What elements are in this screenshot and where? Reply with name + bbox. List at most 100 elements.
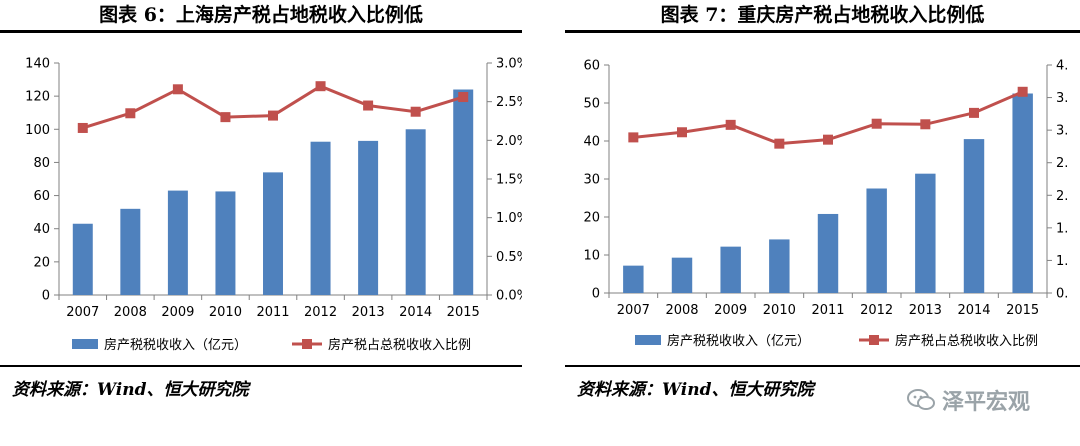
x-axis-tick-label: 2012	[860, 303, 893, 318]
x-axis-tick-label: 2015	[447, 305, 480, 320]
bar	[263, 172, 283, 295]
left-axis-tick-label: 30	[583, 173, 600, 188]
bar	[817, 213, 839, 293]
bar	[167, 190, 188, 295]
ratio-line	[82, 84, 464, 130]
legend-bar-label: 房产税税收收入（亿元）	[667, 333, 810, 349]
line-marker	[125, 108, 136, 119]
right-axis-tick-label: 2.	[1056, 156, 1068, 171]
line-marker	[677, 127, 687, 138]
x-axis-tick-label: 2007	[617, 303, 650, 318]
legend-line-marker	[302, 339, 312, 349]
right-axis-tick-label: 2.	[1056, 189, 1068, 204]
source-note: 资料来源：Wind、恒大研究院	[12, 380, 249, 400]
bar	[405, 129, 426, 295]
x-axis-tick-label: 2010	[209, 305, 242, 320]
source-note: 资料来源：Wind、恒大研究院	[577, 380, 814, 400]
right-axis-tick-label: 1.5%	[496, 173, 522, 188]
chart-panel-shanghai: 图表 6：上海房产税占地税收入比例低 0 20 40 60 80 100 120 140 0.0…	[0, 0, 529, 400]
watermark-text: 泽平宏观	[942, 390, 1031, 415]
x-axis-tick-label: 2011	[256, 305, 289, 320]
left-axis-tick-label: 60	[33, 189, 50, 204]
chart-title: 图表 6：上海房产税占地税收入比例低	[99, 4, 423, 26]
x-axis-tick-label: 2008	[665, 303, 698, 318]
line-marker	[172, 84, 183, 95]
line-marker	[774, 138, 785, 149]
left-axis-tick-label: 20	[33, 255, 50, 270]
right-axis-tick-label: 1.0%	[496, 211, 522, 226]
right-axis-tick-label: 3.0%	[496, 57, 522, 72]
bar	[720, 246, 741, 293]
source-rule	[565, 365, 1080, 367]
bar	[215, 191, 236, 295]
bar	[358, 140, 379, 295]
x-axis-tick-label: 2009	[161, 305, 194, 320]
right-axis-tick-label: 3.	[1056, 91, 1068, 106]
left-axis-tick-label: 100	[25, 123, 50, 138]
left-axis-tick-label: 140	[25, 57, 50, 72]
right-axis-tick-label: 0.0%	[496, 289, 522, 304]
left-axis-tick-label: 40	[33, 222, 50, 237]
line-marker	[315, 81, 326, 92]
chart-title: 图表 7：重庆房产税占地税收入比例低	[660, 4, 985, 26]
right-axis-tick-label: 0.5%	[496, 250, 522, 265]
x-axis-tick-label: 2011	[811, 303, 844, 318]
legend-bar-swatch	[72, 339, 98, 349]
bar	[866, 188, 887, 293]
x-axis-tick-label: 2010	[763, 303, 796, 318]
bar	[453, 89, 474, 295]
right-axis-tick-label: 4.	[1056, 59, 1068, 74]
x-axis-tick-label: 2014	[399, 305, 432, 320]
legend-line-label: 房产税占总税收收入比例	[328, 337, 471, 353]
line-marker	[969, 107, 979, 118]
legend-bar-label: 房产税税收收入（亿元）	[104, 337, 247, 353]
bar	[72, 223, 93, 295]
x-axis-tick-label: 2007	[66, 305, 99, 320]
right-axis-tick-label: 1.	[1056, 221, 1068, 236]
line-marker	[77, 122, 88, 133]
bar	[310, 141, 331, 295]
legend-line-label: 房产税占总税收收入比例	[895, 333, 1038, 349]
source-rule	[0, 365, 522, 367]
bar	[120, 208, 141, 295]
chat-bubble-icon	[907, 389, 935, 410]
bar	[1012, 93, 1033, 293]
line-marker	[725, 119, 736, 130]
x-axis-tick-label: 2015	[1006, 303, 1039, 318]
legend-bar-swatch	[635, 335, 661, 345]
bar	[769, 239, 790, 293]
left-axis-tick-label: 40	[583, 135, 600, 150]
left-axis-tick-label: 0	[42, 289, 50, 304]
x-axis-tick-label: 2009	[714, 303, 747, 318]
line-marker	[920, 119, 931, 130]
right-axis-tick-label: 2.5%	[496, 95, 522, 110]
left-axis-tick-label: 10	[583, 249, 600, 264]
line-marker	[871, 118, 882, 129]
right-axis-tick-label: 2.0%	[496, 134, 522, 149]
title-rule	[0, 30, 522, 33]
left-axis-tick-label: 80	[33, 156, 50, 171]
watermark: 泽平宏观	[906, 384, 1030, 416]
x-axis-tick-label: 2013	[909, 303, 942, 318]
x-axis-tick-label: 2014	[957, 303, 990, 318]
line-marker	[628, 132, 639, 143]
right-axis-tick-label: 1.	[1056, 254, 1068, 269]
bar	[963, 139, 985, 293]
line-marker	[458, 92, 469, 103]
left-axis-tick-label: 20	[583, 211, 600, 226]
chart-panel-chongqing: 图表 7：重庆房产税占地税收入比例低 0 10 20 30 40 50 60 0. 1. 1. 2.…	[565, 0, 1080, 400]
line-marker	[410, 106, 421, 117]
bar	[623, 265, 644, 293]
right-axis-tick-label: 3.	[1056, 124, 1068, 139]
x-axis-tick-label: 2013	[352, 305, 385, 320]
line-marker	[268, 110, 278, 121]
right-axis-tick-label: 0.	[1056, 287, 1068, 302]
legend-line-marker	[869, 335, 879, 345]
x-axis-tick-label: 2012	[304, 305, 337, 320]
chart-shanghai: 0 20 40 60 80 100 120 140 0.0% 0.5% 1.0% 1.5% 2.0% 2.…	[25, 57, 529, 354]
bar	[671, 257, 693, 293]
line-marker	[823, 134, 833, 145]
chart-chongqing: 0 10 20 30 40 50 60 0. 1. 1. 2. 2. 3. 3. 4. 2007 2008 200…	[583, 59, 1068, 350]
x-axis-tick-label: 2008	[114, 305, 147, 320]
line-marker	[220, 112, 231, 123]
